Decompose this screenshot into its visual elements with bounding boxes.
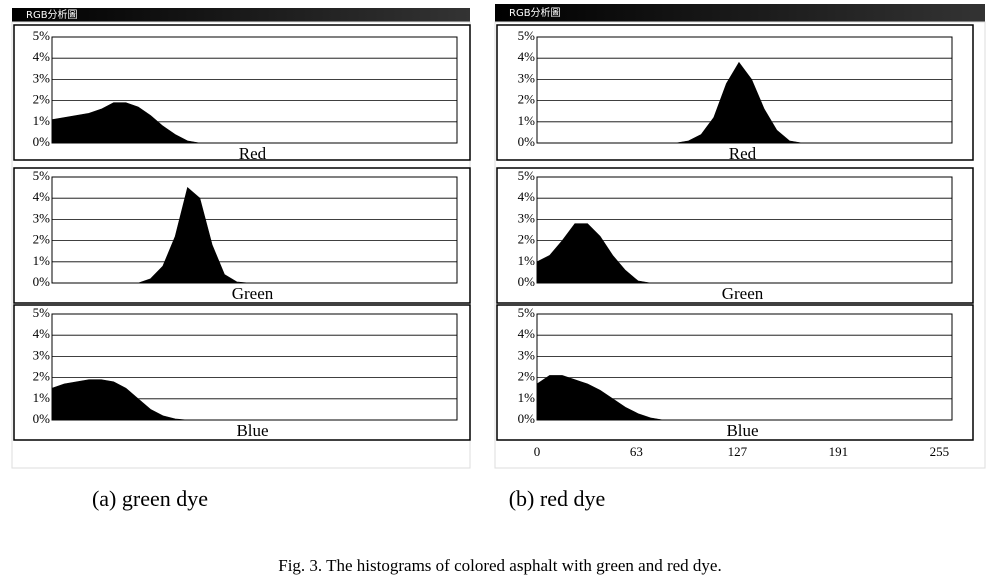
y-tick-label: 4% <box>33 49 51 64</box>
y-tick-label: 4% <box>33 189 51 204</box>
panel-frame <box>496 304 974 441</box>
y-tick-label: 0% <box>33 274 51 289</box>
y-tick-label: 1% <box>33 390 51 405</box>
y-tick-label: 1% <box>518 390 536 405</box>
histogram-area <box>536 375 929 421</box>
window-title: RGB分析圖 <box>26 8 78 21</box>
y-tick-label: 4% <box>518 49 536 64</box>
y-tick-label: 2% <box>33 92 51 107</box>
y-tick-label: 4% <box>33 326 51 341</box>
window-titlebar <box>495 4 985 22</box>
y-tick-label: 3% <box>33 210 51 225</box>
y-tick-label: 5% <box>33 305 51 320</box>
x-axis-label: Red <box>729 144 757 163</box>
subcaption: (a) green dye <box>92 486 208 511</box>
y-tick-label: 1% <box>518 253 536 268</box>
y-tick-label: 4% <box>518 189 536 204</box>
x-tick-label: 255 <box>930 444 950 459</box>
y-tick-label: 4% <box>518 326 536 341</box>
caption: Fig. 3. The histograms of colored asphal… <box>278 556 721 575</box>
y-tick-label: 1% <box>33 253 51 268</box>
y-tick-label: 0% <box>33 134 51 149</box>
panel-frame <box>496 167 974 304</box>
window-title: RGB分析圖 <box>509 6 561 19</box>
y-tick-label: 0% <box>518 274 536 289</box>
panel-frame <box>496 24 974 161</box>
y-tick-label: 1% <box>33 113 51 128</box>
panel-frame <box>13 24 471 161</box>
y-tick-label: 2% <box>518 369 536 384</box>
y-tick-label: 0% <box>518 134 536 149</box>
y-tick-label: 0% <box>518 411 536 426</box>
histogram-area <box>52 187 434 284</box>
y-tick-label: 5% <box>518 28 536 43</box>
y-tick-label: 1% <box>518 113 536 128</box>
y-tick-label: 3% <box>518 210 536 225</box>
x-tick-label: 63 <box>630 444 643 459</box>
x-axis-label: Red <box>239 144 267 163</box>
y-tick-label: 2% <box>33 369 51 384</box>
y-tick-label: 5% <box>518 168 536 183</box>
panel-frame <box>13 167 471 304</box>
x-axis-label: Green <box>722 284 764 303</box>
panel-frame <box>13 304 471 441</box>
y-tick-label: 2% <box>518 92 536 107</box>
y-tick-label: 5% <box>518 305 536 320</box>
y-tick-label: 2% <box>33 232 51 247</box>
y-tick-label: 0% <box>33 411 51 426</box>
histogram-area <box>51 379 434 421</box>
x-tick-label: 191 <box>829 444 849 459</box>
y-tick-label: 3% <box>33 70 51 85</box>
window-titlebar <box>12 8 470 22</box>
plot-area <box>51 176 458 284</box>
y-tick-label: 5% <box>33 168 51 183</box>
y-tick-label: 3% <box>518 347 536 362</box>
x-axis-label: Green <box>232 284 274 303</box>
histogram-area <box>537 61 929 144</box>
x-axis-label: Blue <box>236 421 268 440</box>
histogram-area <box>51 102 434 144</box>
y-tick-label: 3% <box>518 70 536 85</box>
x-tick-label: 0 <box>534 444 541 459</box>
y-tick-label: 3% <box>33 347 51 362</box>
x-axis-label: Blue <box>726 421 758 440</box>
y-tick-label: 2% <box>518 232 536 247</box>
subcaption: (b) red dye <box>509 486 606 511</box>
histogram-area <box>536 223 929 284</box>
x-tick-label: 127 <box>728 444 748 459</box>
y-tick-label: 5% <box>33 28 51 43</box>
